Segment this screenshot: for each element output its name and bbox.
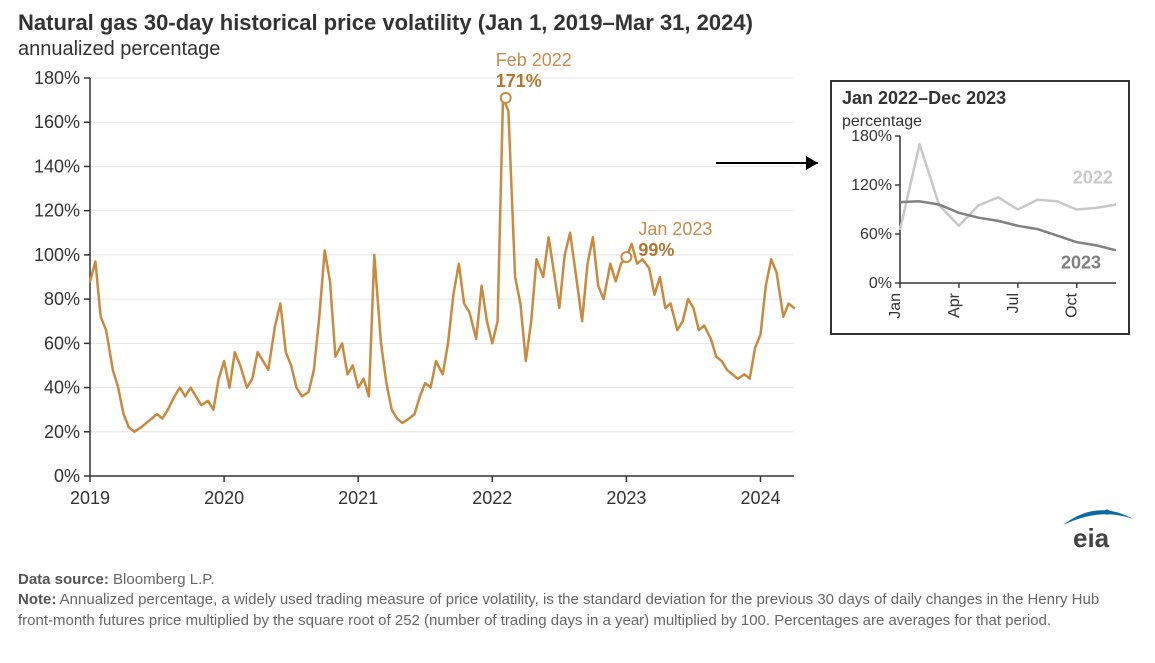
svg-text:Jan: Jan xyxy=(887,293,904,319)
svg-text:180%: 180% xyxy=(851,128,892,145)
svg-text:0%: 0% xyxy=(869,275,892,292)
inset-chart: Jan 2022–Dec 2023percentage0%60%120%180%… xyxy=(830,80,1130,335)
svg-text:120%: 120% xyxy=(851,177,892,194)
svg-text:20%: 20% xyxy=(44,422,80,442)
svg-text:eia: eia xyxy=(1073,523,1110,553)
svg-text:160%: 160% xyxy=(34,112,80,132)
svg-text:140%: 140% xyxy=(34,156,80,176)
svg-text:0%: 0% xyxy=(54,466,80,486)
svg-text:2020: 2020 xyxy=(204,488,244,508)
data-source-value: Bloomberg L.P. xyxy=(113,571,214,588)
note-label: Note: xyxy=(18,591,56,608)
svg-text:Oct: Oct xyxy=(1064,292,1081,317)
svg-text:2019: 2019 xyxy=(70,488,110,508)
svg-text:120%: 120% xyxy=(34,201,80,221)
chart-title: Natural gas 30-day historical price vola… xyxy=(18,10,753,36)
svg-text:Apr: Apr xyxy=(946,292,963,318)
svg-text:Jul: Jul xyxy=(1005,293,1022,313)
svg-text:2023: 2023 xyxy=(606,488,646,508)
svg-text:80%: 80% xyxy=(44,289,80,309)
main-chart: 0% 20% 40% 60% 80% 100% 120% 140% 160% 180% 2019 20… xyxy=(18,70,808,520)
svg-text:40%: 40% xyxy=(44,378,80,398)
svg-text:60%: 60% xyxy=(44,333,80,353)
svg-text:100%: 100% xyxy=(34,245,80,265)
data-source-label: Data source: xyxy=(18,571,109,588)
svg-text:Jan 2022–Dec 2023: Jan 2022–Dec 2023 xyxy=(842,88,1006,108)
annotation-label: Feb 2022 xyxy=(496,50,616,71)
svg-text:2024: 2024 xyxy=(740,488,780,508)
svg-text:60%: 60% xyxy=(860,226,892,243)
svg-text:2022: 2022 xyxy=(472,488,512,508)
note-text: Annualized percentage, a widely used tra… xyxy=(18,591,1099,628)
svg-text:2021: 2021 xyxy=(338,488,378,508)
svg-text:180%: 180% xyxy=(34,70,80,88)
eia-logo: eia xyxy=(1057,505,1137,553)
chart-subtitle: annualized percentage xyxy=(18,38,220,61)
footnote: Data source: Bloomberg L.P. Note: Annual… xyxy=(18,570,1138,631)
svg-text:2023: 2023 xyxy=(1061,252,1101,272)
svg-text:2022: 2022 xyxy=(1073,167,1113,187)
